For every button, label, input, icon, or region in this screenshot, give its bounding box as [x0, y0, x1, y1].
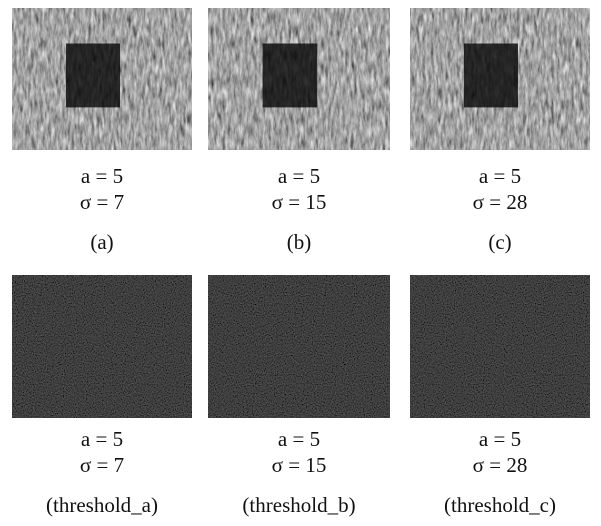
param-sigma: σ = 28 — [473, 453, 528, 477]
image-texture — [410, 275, 590, 418]
caption: (threshold_a) — [46, 493, 158, 517]
param-a: a = 5 — [278, 427, 320, 451]
figure: a = 5σ = 7(a)a = 5σ = 15(b)a = 5σ = 28(c… — [0, 0, 601, 526]
param-sigma: σ = 15 — [272, 453, 327, 477]
param-sigma: σ = 28 — [473, 190, 528, 214]
param-a: a = 5 — [81, 427, 123, 451]
param-sigma: σ = 15 — [272, 190, 327, 214]
param-a: a = 5 — [479, 164, 521, 188]
caption: (c) — [488, 230, 511, 254]
param-a: a = 5 — [278, 164, 320, 188]
image-texture — [12, 275, 192, 418]
param-a: a = 5 — [479, 427, 521, 451]
caption: (a) — [90, 230, 113, 254]
image-feature — [464, 44, 518, 108]
param-a: a = 5 — [81, 164, 123, 188]
image-feature — [263, 44, 318, 108]
param-sigma: σ = 7 — [80, 190, 124, 214]
image-texture — [208, 275, 390, 418]
image-feature — [66, 44, 120, 108]
caption: (b) — [287, 230, 312, 254]
caption: (threshold_b) — [242, 493, 355, 517]
param-sigma: σ = 7 — [80, 453, 124, 477]
caption: (threshold_c) — [444, 493, 556, 517]
